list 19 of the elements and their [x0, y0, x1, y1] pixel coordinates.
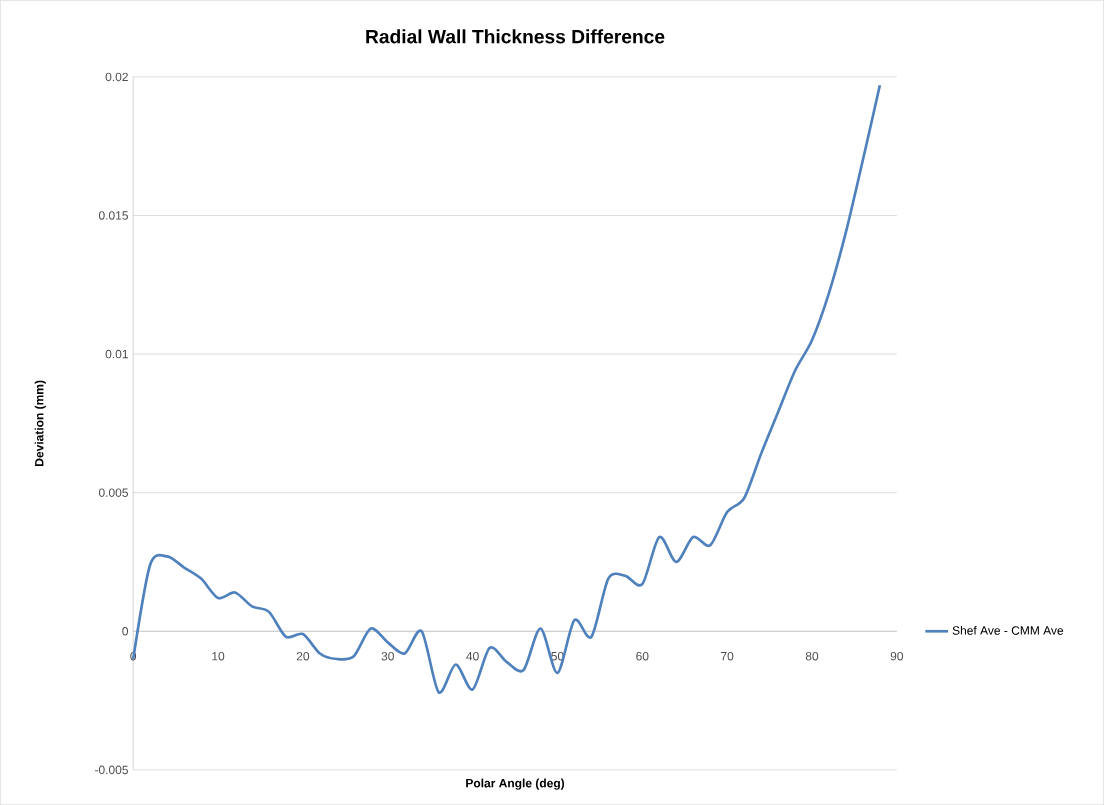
y-tick-label: -0.005 [95, 765, 128, 775]
x-tick-label: 30 [381, 651, 394, 661]
x-tick-label: 70 [721, 651, 734, 661]
x-tick-label: 60 [636, 651, 649, 661]
y-axis-title: Deviation (mm) [34, 380, 46, 466]
x-tick-label: 10 [212, 651, 225, 661]
y-tick-label: 0 [122, 626, 129, 636]
y-tick-label: 0.02 [105, 72, 128, 82]
legend-label: Shef Ave - CMM Ave [952, 625, 1064, 635]
x-tick-label: 80 [805, 651, 819, 661]
y-tick-label: 0.01 [105, 349, 128, 359]
x-tick-label: 90 [890, 651, 904, 661]
chart-title: Radial Wall Thickness Difference [366, 29, 665, 44]
y-tick-label: 0.005 [98, 488, 128, 497]
x-tick-label: 20 [296, 651, 310, 661]
x-axis-title: Polar Angle (deg) [466, 778, 565, 790]
line-series [131, 83, 882, 694]
x-tick-label: 40 [466, 651, 479, 661]
y-tick-label: 0.015 [98, 211, 128, 220]
